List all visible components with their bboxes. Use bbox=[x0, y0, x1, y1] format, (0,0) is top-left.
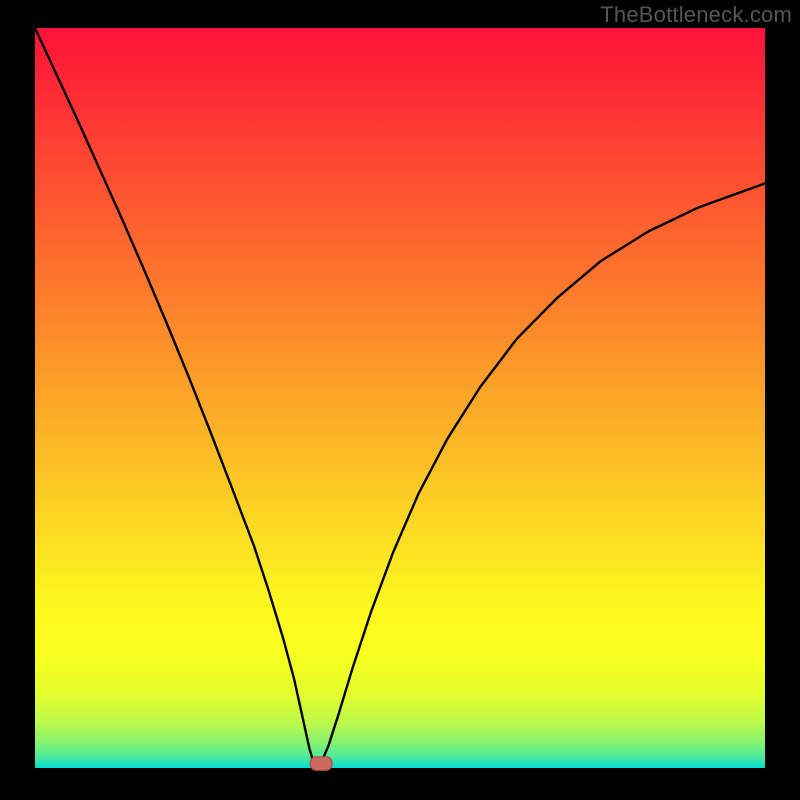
plot-gradient-background bbox=[35, 28, 765, 768]
optimal-point-marker bbox=[310, 757, 332, 770]
chart-container: { "watermark": { "text": "TheBottleneck.… bbox=[0, 0, 800, 800]
bottleneck-line-chart bbox=[0, 0, 800, 800]
watermark-text: TheBottleneck.com bbox=[600, 2, 792, 28]
